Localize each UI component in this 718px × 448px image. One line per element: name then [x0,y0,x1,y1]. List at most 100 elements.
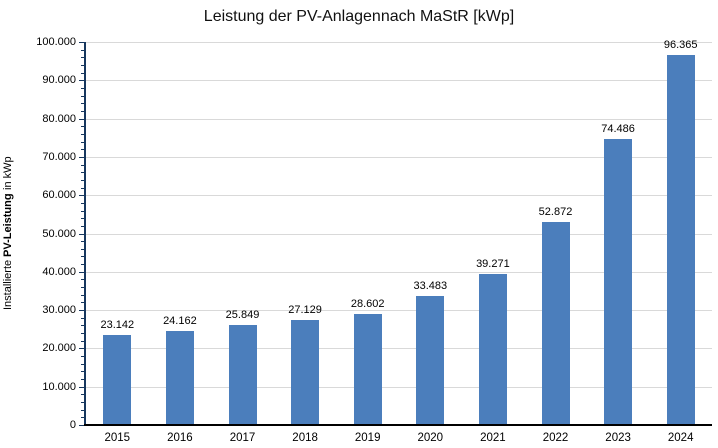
y-axis-minor-tick [81,371,84,372]
y-axis-minor-tick [81,172,84,173]
bar-value-label: 74.486 [601,122,635,135]
y-axis-title-bold: PV-Leistung [2,193,14,258]
bar-2018 [291,320,320,424]
gridline [86,195,712,197]
y-axis-tick-label: 100.000 [36,36,76,48]
y-axis-title-prefix: Installierte [2,257,14,311]
y-axis-tick-label: 50.000 [42,227,76,240]
y-axis-minor-tick [81,256,84,257]
y-axis-minor-tick [81,180,84,181]
y-axis-minor-tick [81,57,84,58]
y-axis-minor-tick [81,302,84,303]
bar-value-label: 96.365 [663,38,698,51]
y-axis-minor-tick [81,279,84,280]
y-axis-major-tick [79,195,84,196]
y-axis-minor-tick [81,88,84,89]
x-axis-tick-label: 2015 [104,432,131,444]
bar-2015 [103,335,132,424]
y-axis-major-tick [79,425,84,426]
bar-value-label: 23.142 [100,319,135,332]
y-axis-title-suffix: in kWp [2,156,14,194]
y-axis-minor-tick [81,134,84,135]
y-axis-minor-tick [81,165,84,166]
x-axis-tick-label: 2024 [667,432,694,444]
y-axis-tick-label: 10.000 [42,380,76,393]
bar-value-label: 28.602 [350,298,385,311]
y-axis-minor-tick [81,287,84,288]
y-axis-minor-tick [81,203,84,204]
bar-value-label: 25.849 [225,308,260,321]
y-axis-minor-tick [81,142,84,143]
x-axis-tick-label: 2019 [354,432,381,444]
gridline [86,310,712,312]
bar-value-label: 33.483 [413,279,448,292]
y-axis-minor-tick [81,126,84,127]
bar-2017 [228,324,257,424]
y-axis-tick-label: 40.000 [42,265,76,278]
y-axis-major-tick [79,80,84,81]
bar-2024 [666,54,695,424]
y-axis-minor-tick [81,318,84,319]
y-axis-minor-tick [81,211,84,212]
y-axis-major-tick [79,310,84,311]
y-axis-title: Installierte PV-Leistung in kWp [2,42,14,425]
y-axis-tick-label: 20.000 [42,342,76,355]
y-axis-minor-tick [81,364,84,365]
bar-value-label: 39.271 [476,257,510,270]
x-axis-tick-label: 2016 [167,432,193,444]
bar-2016 [165,331,194,424]
y-axis-tick-label: 60.000 [42,189,76,202]
y-axis-minor-tick [81,394,84,395]
y-axis-minor-tick [81,295,84,296]
bar-2020 [416,295,445,424]
y-axis-tick-label: 70.000 [42,150,76,163]
x-axis-tick-label: 2023 [605,432,631,444]
y-axis-minor-tick [81,111,84,112]
y-axis-minor-tick [81,188,84,189]
y-axis-minor-tick [81,417,84,418]
y-axis-major-tick [79,119,84,120]
y-axis-major-tick [79,272,84,273]
y-axis-major-tick [79,387,84,388]
y-axis-minor-tick [81,96,84,97]
x-axis-tick-label: 2020 [417,432,444,444]
bar-2023 [604,138,633,424]
y-axis-minor-tick [81,341,84,342]
gridline [86,233,712,235]
gridline [86,348,712,350]
y-axis-minor-tick [81,226,84,227]
y-axis-minor-tick [81,264,84,265]
y-axis-minor-tick [81,249,84,250]
y-axis-major-tick [79,157,84,158]
y-axis-minor-tick [81,103,84,104]
y-axis-minor-tick [81,73,84,74]
bar-value-label: 24.162 [163,315,197,328]
y-axis-line [84,42,86,426]
bar-2022 [541,221,570,424]
bar-2019 [353,314,382,424]
x-axis-tick-label: 2017 [229,432,256,444]
bar-value-label: 27.129 [288,304,322,317]
y-axis-minor-tick [81,410,84,411]
y-axis-minor-tick [81,218,84,219]
y-axis-tick-label: 0 [69,419,76,431]
gridline [86,271,712,273]
gridline [86,42,712,43]
y-axis-minor-tick [81,65,84,66]
x-axis-tick-label: 2018 [292,432,318,444]
y-axis-tick-label: 80.000 [42,112,76,125]
bar-2021 [478,273,507,424]
y-axis-tick-label: 90.000 [42,74,76,87]
gridline [86,118,712,120]
gridline [86,156,712,158]
bar-value-label: 52.872 [538,205,573,218]
y-axis-minor-tick [81,356,84,357]
y-axis-minor-tick [81,149,84,150]
x-axis-tick-label: 2022 [542,432,569,444]
y-axis-minor-tick [81,50,84,51]
gridline [86,80,712,82]
x-axis-line [84,424,712,426]
y-axis-tick-label: 30.000 [42,304,76,317]
x-axis-tick-label: 2021 [480,432,506,444]
